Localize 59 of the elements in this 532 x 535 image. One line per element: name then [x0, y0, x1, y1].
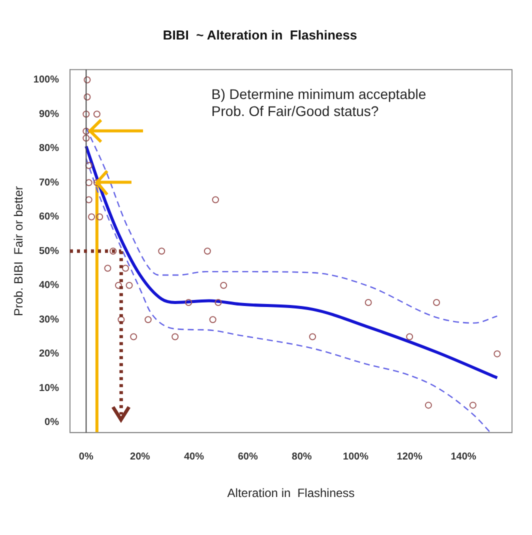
x-tick-label: 60%: [238, 451, 258, 462]
point: [185, 298, 192, 306]
point: [144, 316, 152, 324]
point: [214, 298, 222, 306]
point: [114, 282, 122, 289]
annotation: B) Determine minimum acceptable Prob. Of Fair/Good status?: [211, 86, 428, 120]
y-tick-label: 0%: [44, 417, 60, 428]
point: [212, 196, 220, 204]
point: [209, 316, 216, 324]
y-tick-label: 50%: [38, 246, 60, 257]
y-tick-label: 80%: [38, 143, 60, 154]
y-tick-label: 100%: [33, 74, 60, 86]
point: [110, 248, 117, 255]
point: [220, 282, 228, 289]
x-tick-label: 120%: [396, 451, 422, 462]
point: [82, 128, 90, 135]
point: [309, 333, 316, 340]
point: [126, 282, 133, 289]
line-series: [86, 158, 492, 433]
y-tick-label: 30%: [38, 314, 60, 326]
point: [172, 333, 179, 340]
x-tick-label: 140%: [450, 451, 476, 462]
point: [204, 248, 211, 255]
point: [84, 76, 91, 84]
y-tick-label: 10%: [38, 382, 60, 394]
point: [85, 196, 92, 204]
x-tick-label: 20%: [130, 451, 150, 462]
point: [406, 333, 414, 340]
x-axis-title: Alteration in Flashiness: [227, 486, 355, 500]
point: [85, 162, 92, 169]
x-tick-label: 40%: [184, 451, 204, 462]
y-axis-title: Prob. BIBI Fair or better: [12, 186, 26, 316]
point: [96, 213, 104, 220]
point: [364, 298, 372, 306]
point: [130, 333, 138, 340]
point: [104, 264, 112, 272]
y-tick-label: 90%: [38, 108, 60, 120]
point: [82, 110, 90, 118]
point: [433, 298, 440, 306]
point: [88, 213, 96, 220]
x-tick-label: 100%: [342, 451, 369, 462]
y-tick-label: 60%: [38, 212, 60, 223]
point: [469, 402, 476, 409]
y-tick-label: 70%: [38, 177, 60, 188]
point: [85, 179, 92, 186]
chart-title: BIBI ~ Alteration in Flashiness: [162, 27, 358, 42]
point: [82, 134, 90, 142]
point: [118, 316, 125, 324]
point: [84, 93, 91, 100]
x-tick-label: 80%: [292, 451, 312, 462]
point: [424, 402, 432, 409]
point: [122, 264, 129, 272]
x-tick-label: 0%: [78, 451, 94, 462]
y-tick-label: 20%: [38, 348, 60, 360]
point: [93, 110, 100, 118]
line-series: [84, 144, 499, 380]
y-tick-label: 40%: [38, 280, 60, 292]
point: [158, 248, 166, 255]
point: [494, 350, 501, 358]
